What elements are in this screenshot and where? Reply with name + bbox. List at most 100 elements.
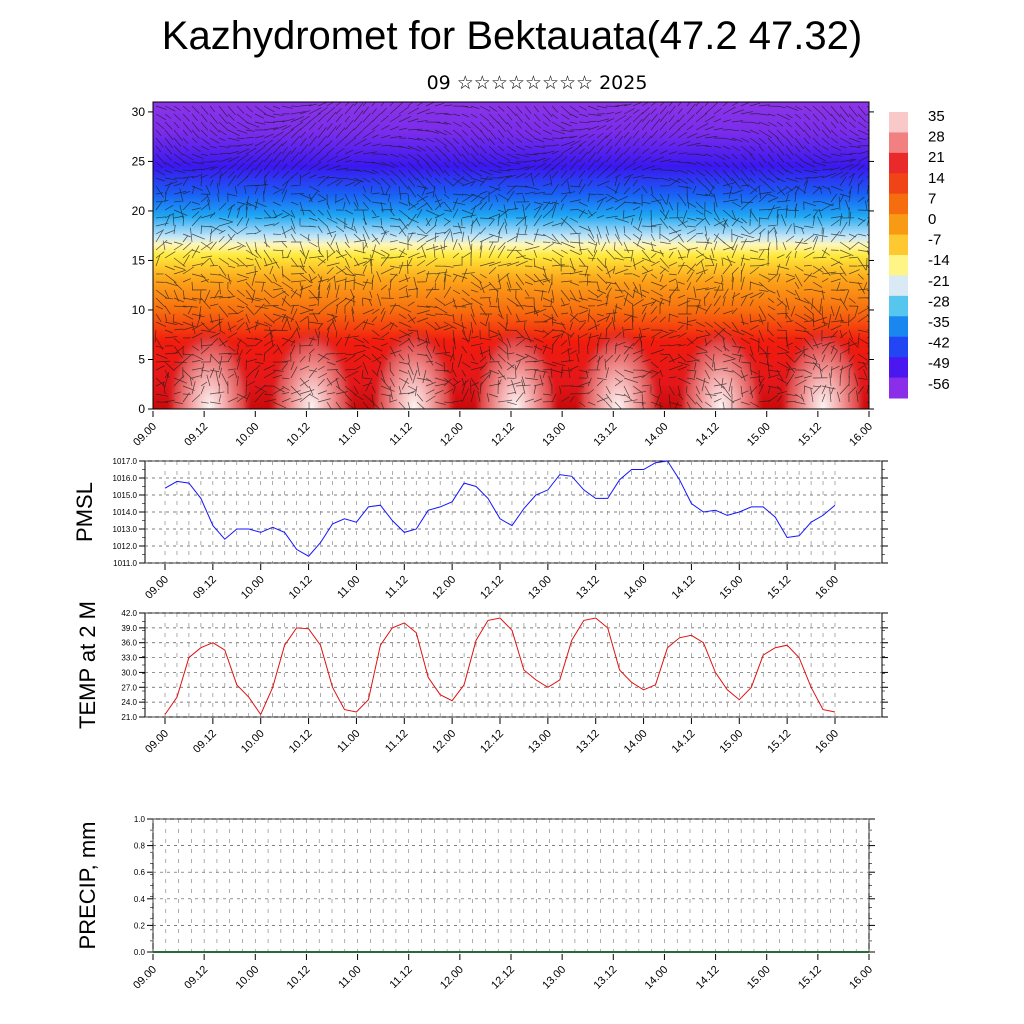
wind-vector <box>196 313 202 328</box>
wind-vector <box>549 174 553 187</box>
wind-vector <box>362 185 367 193</box>
wind-vector <box>164 313 168 322</box>
wind-vector <box>731 189 744 195</box>
wind-vector <box>596 313 604 317</box>
colorbar-label: -7 <box>928 232 941 249</box>
wind-vector <box>317 164 329 171</box>
wind-vector <box>335 265 348 275</box>
wind-vector <box>677 249 683 261</box>
wind-vector <box>479 241 483 251</box>
wind-vector <box>677 393 684 400</box>
wind-vector <box>776 263 781 275</box>
wind-vector <box>668 273 677 276</box>
wind-vector <box>488 245 496 259</box>
wind-vector <box>623 187 631 195</box>
wind-vector <box>785 161 794 169</box>
wind-vector <box>227 225 238 235</box>
wind-vector <box>857 183 860 195</box>
wind-vector <box>155 381 165 387</box>
wind-vector <box>569 257 576 273</box>
wind-vector <box>362 177 371 183</box>
x-tick-label: 09.12 <box>182 964 210 992</box>
wind-vector <box>641 273 647 283</box>
wind-vector <box>794 351 805 363</box>
wind-vector <box>344 314 347 323</box>
wind-vector <box>398 332 414 339</box>
wind-vector <box>767 227 775 235</box>
wind-vector <box>263 249 273 263</box>
wind-vector <box>200 337 203 350</box>
wind-vector <box>380 322 392 331</box>
wind-vector <box>173 145 184 156</box>
wind-vector <box>452 369 457 378</box>
wind-vector <box>425 287 434 299</box>
wind-vector <box>668 151 678 155</box>
wind-vector <box>308 225 317 228</box>
wind-vector <box>425 161 435 172</box>
wind-vector <box>668 294 672 307</box>
wind-vector <box>272 213 283 219</box>
wind-vector <box>236 357 241 371</box>
wind-vector <box>821 201 834 207</box>
wind-vector <box>776 185 786 196</box>
wind-vector <box>497 169 511 172</box>
wind-vector <box>623 289 634 298</box>
wind-vector <box>722 353 736 360</box>
x-tick-label: 15.12 <box>796 421 824 449</box>
wind-vector <box>740 276 745 291</box>
wind-vector <box>695 193 709 197</box>
wind-vector <box>587 241 598 246</box>
wind-vector <box>650 393 659 399</box>
wind-vector <box>857 333 860 347</box>
colorbar-swatch <box>889 336 908 358</box>
wind-vector <box>200 297 211 310</box>
wind-vector <box>272 290 286 299</box>
wind-vector <box>416 353 428 356</box>
wind-vector <box>812 215 816 227</box>
wind-vector <box>524 353 538 361</box>
wind-vector <box>632 286 636 299</box>
wind-vector <box>308 336 315 347</box>
wind-vector <box>776 321 782 328</box>
wind-vector <box>731 321 739 332</box>
wind-vector <box>533 297 535 313</box>
wind-vector <box>569 135 578 139</box>
wind-vector <box>173 375 185 387</box>
wind-vector <box>587 180 593 187</box>
wind-vector <box>353 102 364 115</box>
wind-vector <box>749 169 755 176</box>
wind-vector <box>542 105 553 118</box>
wind-vector <box>749 345 754 356</box>
wind-vector <box>749 319 761 323</box>
wind-vector <box>369 290 373 299</box>
wind-vector <box>524 289 530 297</box>
wind-vector <box>218 265 227 277</box>
wind-vector <box>731 308 738 315</box>
wind-vector <box>461 193 475 203</box>
wind-vector <box>569 144 582 155</box>
wind-vector <box>614 201 626 211</box>
wind-vector <box>308 304 317 307</box>
colorbar-label: -21 <box>928 273 950 290</box>
wind-vector <box>749 313 752 323</box>
wind-vector <box>596 105 608 109</box>
wind-vector <box>659 299 663 307</box>
wind-vector <box>227 163 238 171</box>
wind-vector <box>452 208 459 219</box>
wind-vector <box>227 355 232 363</box>
wind-vector <box>650 223 662 227</box>
wind-vector <box>613 309 616 323</box>
wind-vector <box>290 366 298 379</box>
wind-vector <box>639 283 643 299</box>
wind-vector <box>344 233 349 244</box>
wind-vector <box>578 121 590 123</box>
wind-vector <box>569 270 583 275</box>
wind-vector <box>623 146 631 155</box>
wind-vector <box>812 265 824 273</box>
wind-vector <box>299 344 314 347</box>
wind-vector <box>569 113 579 119</box>
wind-vector <box>281 289 290 297</box>
wind-vector <box>263 174 266 187</box>
wind-vector <box>515 313 520 322</box>
wind-vector <box>560 194 568 203</box>
